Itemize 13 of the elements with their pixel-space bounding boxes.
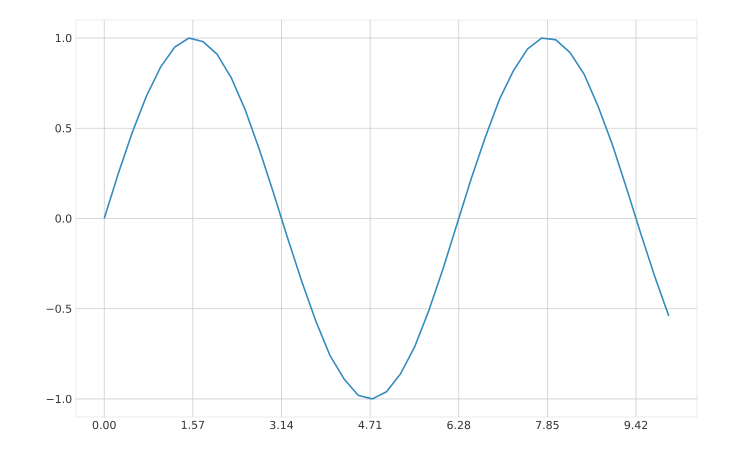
y-tick-label: 0.5 xyxy=(55,124,72,132)
x-tick-label: 1.57 xyxy=(182,420,204,429)
x-tick-label: 3.14 xyxy=(270,420,294,430)
x-tick-label: 7.85 xyxy=(536,420,559,430)
line-series xyxy=(103,37,670,400)
x-tick-label: 6.28 xyxy=(447,420,470,430)
y-tick-label: −1.0 xyxy=(46,394,72,404)
y-tick-label: −0.5 xyxy=(46,304,72,313)
x-tick-label: 4.71 xyxy=(358,420,382,429)
x-tick-label: 9.42 xyxy=(624,420,648,430)
y-tick-label: 0.0 xyxy=(55,214,72,223)
y-tick-label: 1.0 xyxy=(56,34,72,42)
x-tick-label: 0.00 xyxy=(92,420,116,430)
